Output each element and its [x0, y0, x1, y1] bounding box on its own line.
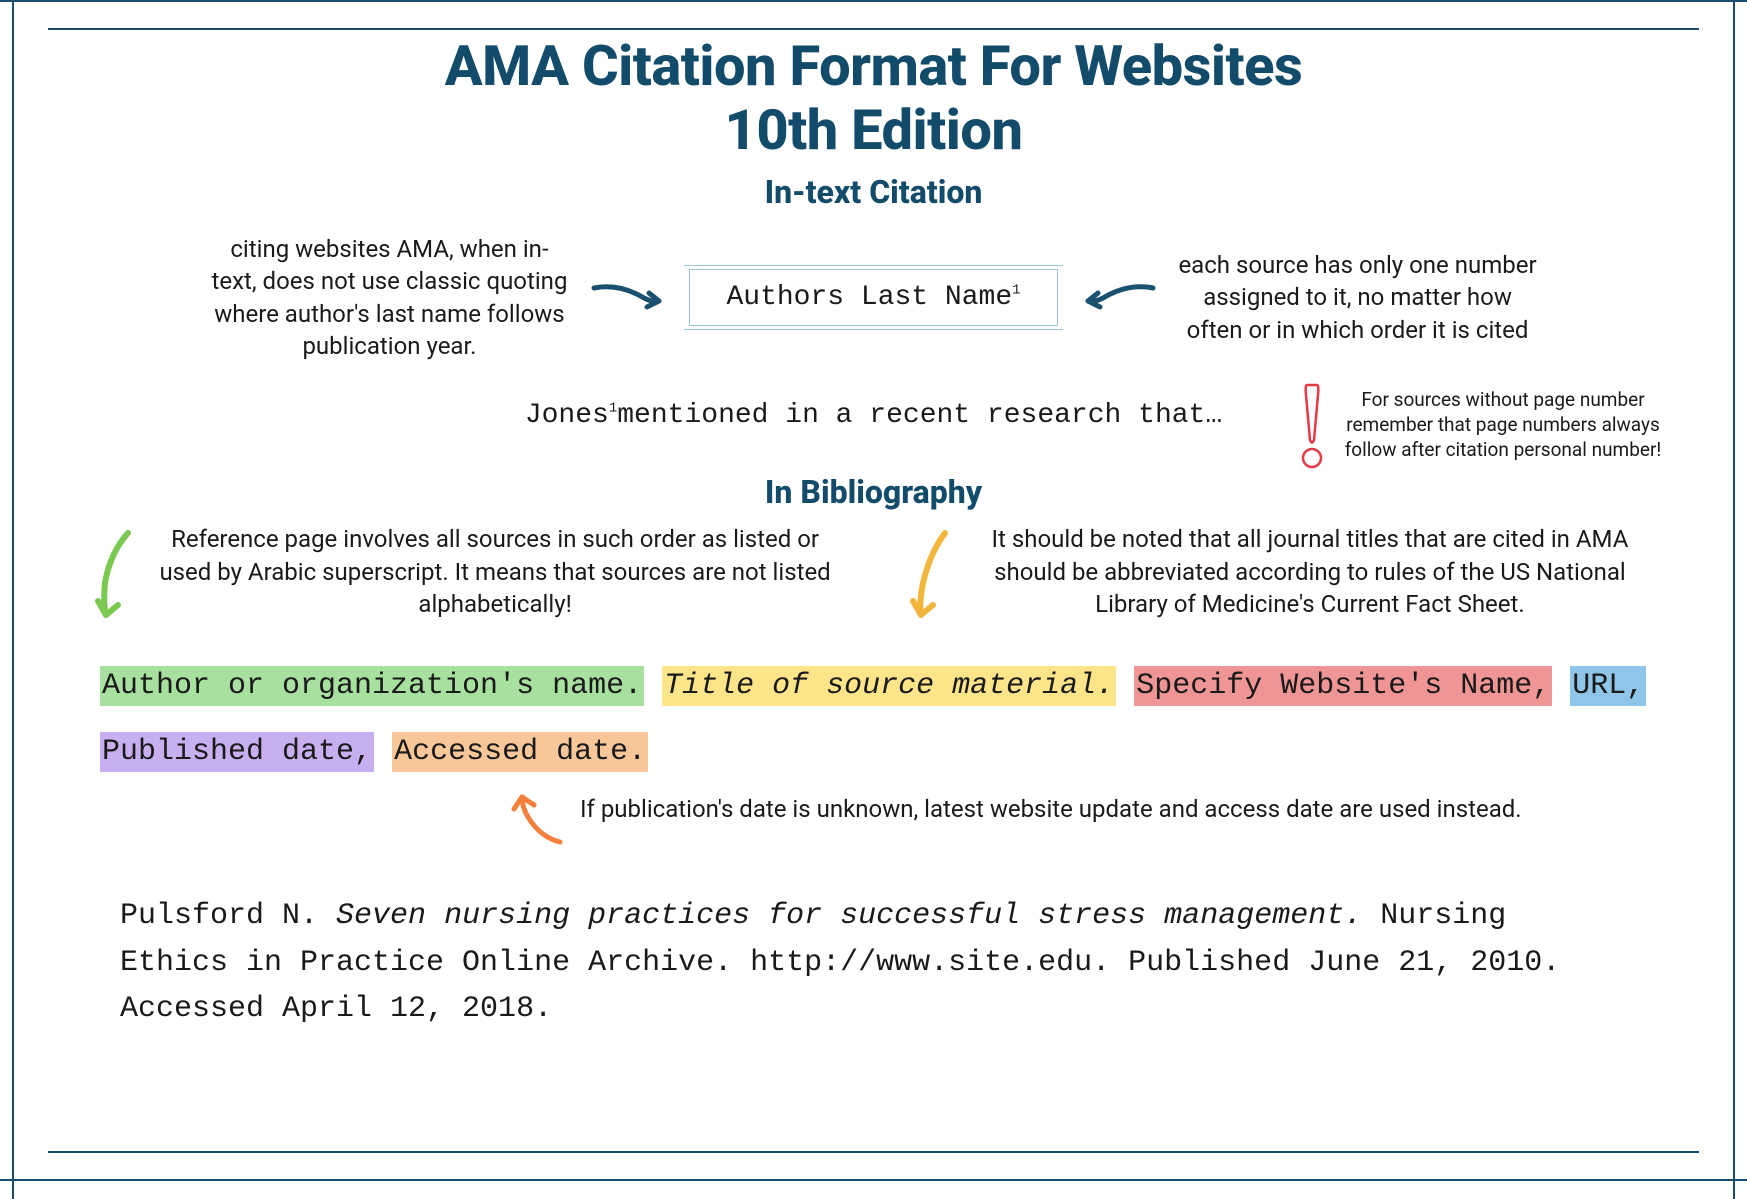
intext-row: citing websites AMA, when in-text, does … — [90, 233, 1657, 363]
arrow-down-green-icon — [90, 523, 140, 633]
bibliography-notes-row: Reference page involves all sources in s… — [90, 523, 1657, 633]
arrow-left-icon — [1078, 273, 1158, 323]
final-author: Pulsford N. — [120, 899, 336, 933]
title-line-1: AMA Citation Format For Websites — [445, 33, 1303, 99]
exclamation-icon — [1297, 380, 1327, 470]
intext-left-note: citing websites AMA, when in-text, does … — [209, 233, 569, 363]
final-title: Seven nursing practices for successful s… — [336, 899, 1380, 933]
format-published: Published date, — [100, 732, 374, 772]
example-sup: 1 — [609, 401, 617, 417]
arrow-right-icon — [589, 273, 669, 323]
arrow-up-orange-icon — [510, 787, 570, 857]
intext-format-sup: 1 — [1012, 283, 1020, 299]
format-website: Specify Website's Name, — [1134, 666, 1552, 706]
bib-note-right-text: It should be noted that all journal titl… — [963, 523, 1657, 620]
example-row: Jones1mentioned in a recent research tha… — [90, 400, 1657, 431]
title-line-2: 10th Edition — [725, 97, 1023, 163]
warning-text: For sources without page number remember… — [1339, 388, 1667, 462]
warning-callout: For sources without page number remember… — [1297, 380, 1667, 470]
intext-format-box: Authors Last Name1 — [689, 269, 1057, 326]
bibliography-format: Author or organization's name. Title of … — [90, 653, 1657, 785]
content-area: AMA Citation Format For Websites 10th Ed… — [50, 30, 1697, 1151]
final-example: Pulsford N. Seven nursing practices for … — [90, 893, 1657, 1033]
page-title: AMA Citation Format For Websites 10th Ed… — [90, 34, 1657, 163]
format-title: Title of source material. — [662, 666, 1116, 706]
intext-right-note: each source has only one number assigned… — [1178, 249, 1538, 346]
section-bibliography-heading: In Bibliography — [90, 473, 1657, 511]
bib-note-right: It should be noted that all journal titl… — [905, 523, 1657, 633]
example-prefix: Jones — [525, 400, 609, 431]
bottom-note-text: If publication's date is unknown, latest… — [580, 793, 1522, 825]
section-intext-heading: In-text Citation — [90, 173, 1657, 211]
format-accessed: Accessed date. — [392, 732, 648, 772]
intext-format-label: Authors Last Name — [726, 282, 1012, 313]
bib-note-left: Reference page involves all sources in s… — [90, 523, 842, 633]
arrow-down-yellow-icon — [905, 523, 955, 633]
format-url: URL, — [1570, 666, 1646, 706]
example-rest: mentioned in a recent research that… — [617, 400, 1222, 431]
bottom-note: If publication's date is unknown, latest… — [510, 793, 1657, 857]
format-author: Author or organization's name. — [100, 666, 644, 706]
bib-note-left-text: Reference page involves all sources in s… — [148, 523, 842, 620]
